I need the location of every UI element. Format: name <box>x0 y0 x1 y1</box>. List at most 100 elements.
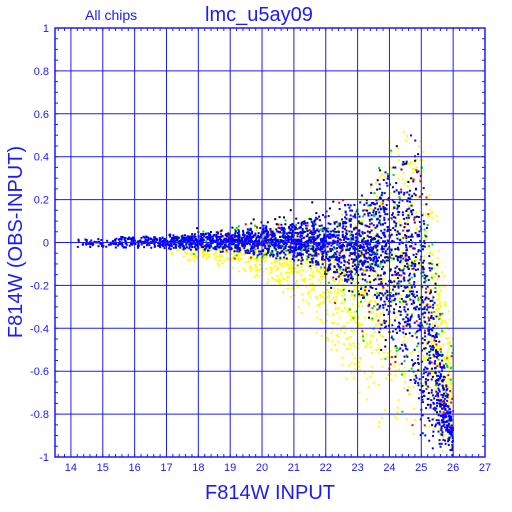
data-point <box>179 246 182 249</box>
data-point <box>100 244 103 247</box>
data-point <box>337 272 340 275</box>
data-point <box>77 238 80 241</box>
data-point <box>360 300 363 303</box>
data-point <box>333 227 336 230</box>
data-point <box>405 213 408 216</box>
data-point <box>407 162 410 165</box>
data-point <box>326 227 329 230</box>
data-point <box>295 248 298 251</box>
data-point <box>310 262 313 265</box>
data-point <box>379 207 382 210</box>
data-point <box>269 245 272 248</box>
data-point <box>266 233 269 236</box>
data-point <box>394 374 397 377</box>
data-point <box>402 130 405 133</box>
data-point <box>442 356 445 359</box>
data-point <box>226 251 229 253</box>
data-point <box>118 243 121 246</box>
data-point <box>300 239 303 242</box>
data-point <box>337 230 340 233</box>
data-point <box>429 403 432 406</box>
data-point <box>373 261 376 264</box>
data-point <box>400 191 403 194</box>
data-point <box>421 324 423 327</box>
data-point <box>450 415 453 418</box>
data-point <box>281 235 284 238</box>
data-point <box>349 273 352 276</box>
data-point <box>297 259 300 262</box>
data-point <box>438 344 441 347</box>
data-point <box>399 256 402 259</box>
data-point <box>391 212 394 215</box>
data-point <box>391 288 394 291</box>
data-point <box>395 272 398 275</box>
data-point <box>311 248 314 251</box>
data-point <box>340 329 343 332</box>
data-point <box>448 436 451 439</box>
data-point <box>191 242 194 245</box>
data-point <box>329 247 332 250</box>
data-point <box>410 286 413 289</box>
data-point <box>425 296 428 299</box>
data-point <box>117 244 120 247</box>
data-point <box>406 191 409 194</box>
data-point <box>436 265 439 268</box>
data-point <box>385 264 388 267</box>
data-point <box>218 238 221 241</box>
data-point <box>273 238 276 241</box>
data-point <box>352 377 355 380</box>
data-point <box>350 294 353 297</box>
data-point <box>423 332 426 335</box>
data-point <box>288 231 291 234</box>
data-point <box>421 414 424 417</box>
data-point <box>320 278 323 281</box>
data-point <box>105 245 108 248</box>
data-point <box>420 285 423 288</box>
data-point <box>434 388 437 391</box>
data-point <box>433 310 436 313</box>
data-point <box>380 416 383 419</box>
data-point <box>142 242 145 245</box>
data-point <box>440 393 443 396</box>
data-point <box>174 246 177 249</box>
data-point <box>187 236 190 239</box>
data-point <box>341 247 344 250</box>
data-point <box>410 211 413 214</box>
data-point <box>432 407 435 410</box>
data-point <box>414 296 416 299</box>
data-point <box>421 265 424 268</box>
data-point <box>448 418 451 421</box>
data-point <box>411 267 414 270</box>
data-point <box>322 242 325 245</box>
data-point <box>287 258 290 261</box>
data-point <box>449 400 452 403</box>
data-point <box>450 424 453 427</box>
data-point <box>188 247 191 250</box>
data-point <box>375 287 378 290</box>
data-point <box>120 237 123 240</box>
data-point <box>403 306 406 309</box>
data-point <box>335 255 338 258</box>
data-point <box>327 291 330 294</box>
data-point <box>390 231 393 234</box>
data-point <box>439 289 442 292</box>
data-point <box>276 230 279 233</box>
data-point <box>334 258 337 261</box>
data-point <box>401 371 404 374</box>
data-point <box>319 248 322 251</box>
data-point <box>308 278 311 281</box>
data-point <box>299 253 302 256</box>
data-point <box>222 239 225 242</box>
data-point <box>378 322 381 325</box>
data-point <box>202 235 205 238</box>
data-point <box>309 239 312 242</box>
data-point <box>230 260 233 263</box>
data-point <box>375 314 378 317</box>
data-point <box>137 242 140 245</box>
data-point <box>360 323 363 326</box>
data-point <box>378 331 381 334</box>
data-point <box>248 233 251 236</box>
data-point <box>443 407 446 410</box>
data-point <box>392 240 395 243</box>
data-point <box>351 238 354 241</box>
